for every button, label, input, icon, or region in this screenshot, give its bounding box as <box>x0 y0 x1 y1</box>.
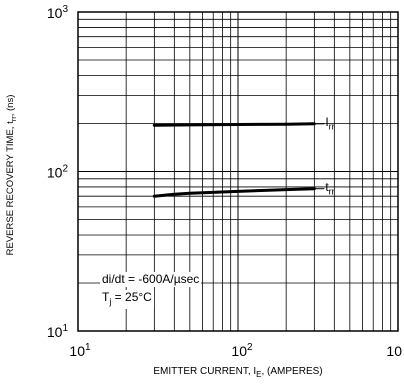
annotation-tj: Tj = 25°C <box>100 290 154 310</box>
y-axis-label: REVERSE RECOVERY TIME, trr, (ns) <box>5 94 18 256</box>
series-line-0 <box>152 122 316 127</box>
x-tick-label: 101 <box>69 342 91 359</box>
x-tick-label: 10 <box>386 343 402 359</box>
series-line-1 <box>152 187 316 198</box>
x-tick-label: 102 <box>231 342 253 359</box>
series-label-irr: Irr <box>325 114 335 132</box>
tick-labels: 101 102 10 101 102 103 <box>47 4 402 359</box>
y-tick-label: 102 <box>47 164 69 181</box>
annotation-didt: di/dt = -600A/µsec <box>100 272 202 287</box>
plot-frame <box>77 11 399 332</box>
grid <box>78 12 398 331</box>
series-label-trr: trr <box>325 179 335 197</box>
x-axis-label: EMITTER CURRENT, IE, (AMPERES) <box>153 366 323 379</box>
series-lines <box>152 122 325 198</box>
y-tick-label: 101 <box>47 323 69 340</box>
y-tick-label: 103 <box>47 4 69 21</box>
